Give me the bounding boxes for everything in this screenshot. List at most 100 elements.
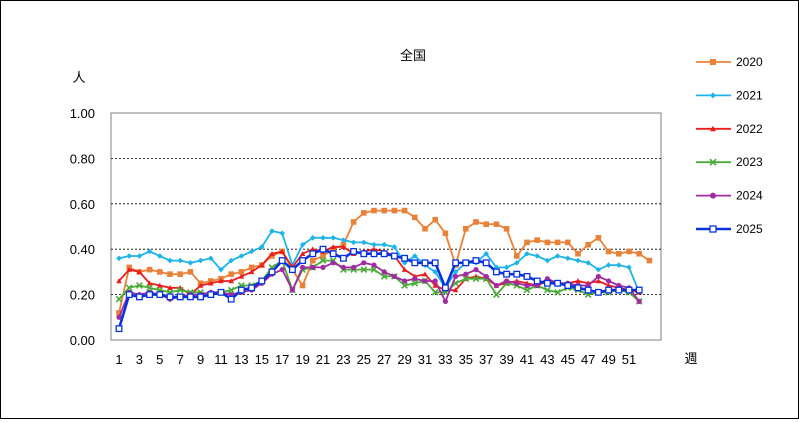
data-point xyxy=(442,298,448,305)
data-point xyxy=(228,278,234,284)
data-point xyxy=(391,207,398,214)
data-point xyxy=(177,257,183,264)
data-point xyxy=(523,272,531,280)
data-point xyxy=(575,257,581,264)
x-tick-label: 41 xyxy=(520,352,534,367)
data-point xyxy=(340,264,346,270)
data-point xyxy=(259,244,265,250)
data-point xyxy=(238,253,245,259)
data-point xyxy=(208,280,214,286)
data-point xyxy=(350,219,357,225)
data-point xyxy=(493,221,500,228)
data-point xyxy=(401,254,409,262)
data-point xyxy=(248,269,255,275)
legend-entry: 2022 xyxy=(696,122,763,136)
data-point xyxy=(452,269,459,275)
data-point xyxy=(554,279,562,287)
data-point xyxy=(390,252,398,260)
data-point xyxy=(514,260,520,266)
data-point xyxy=(269,253,275,259)
data-point xyxy=(380,250,388,258)
data-point xyxy=(402,278,408,284)
legend-label: 2024 xyxy=(736,189,763,203)
x-tick-label: 19 xyxy=(295,352,309,367)
legend-entry: 2021 xyxy=(696,88,763,102)
data-point xyxy=(248,284,256,292)
x-tick-label: 35 xyxy=(459,352,473,367)
data-point xyxy=(626,264,632,271)
data-point xyxy=(564,282,572,289)
data-point xyxy=(115,295,123,303)
data-point xyxy=(167,284,173,291)
data-point xyxy=(626,248,632,255)
data-point xyxy=(125,284,133,292)
data-point xyxy=(636,298,642,305)
data-point xyxy=(126,253,132,259)
data-point xyxy=(605,248,612,255)
legend-marker xyxy=(710,192,716,199)
data-point xyxy=(554,288,561,296)
data-point xyxy=(584,286,592,294)
x-tick-label: 9 xyxy=(197,352,204,367)
data-point xyxy=(207,291,215,299)
data-point xyxy=(595,235,602,241)
data-point xyxy=(503,225,510,232)
x-tick-labels: 1 3 5 7 9 11 13 15 17 19 21 23 25 27 29 31 33 35 37 39 41 43 4… xyxy=(115,352,636,367)
data-point xyxy=(310,257,316,264)
data-point xyxy=(360,250,368,258)
data-point xyxy=(565,255,571,262)
data-point xyxy=(636,250,642,257)
data-point xyxy=(176,293,184,301)
x-tick-label: 39 xyxy=(499,352,513,367)
data-point xyxy=(350,239,357,246)
y-tick-label: 1.00 xyxy=(70,106,95,121)
data-point xyxy=(605,282,612,288)
data-point xyxy=(360,266,368,273)
data-point xyxy=(534,237,540,243)
data-point xyxy=(493,264,500,271)
data-point xyxy=(523,286,531,294)
data-point xyxy=(116,255,122,262)
data-point xyxy=(136,269,143,275)
data-point xyxy=(186,293,194,301)
data-point xyxy=(441,284,449,292)
data-point xyxy=(615,286,623,294)
y-tick-label: 0.40 xyxy=(70,242,95,257)
x-tick-label: 27 xyxy=(377,352,391,367)
data-point xyxy=(381,269,387,275)
data-point xyxy=(616,250,622,257)
x-axis-label: 週 xyxy=(684,351,697,366)
data-point xyxy=(462,259,470,267)
data-point xyxy=(278,257,286,264)
legend-label: 2025 xyxy=(736,222,763,236)
data-point xyxy=(125,291,133,299)
x-tick-label: 37 xyxy=(479,352,493,367)
x-tick-label: 11 xyxy=(214,352,228,367)
legend-marker xyxy=(710,92,716,99)
data-point xyxy=(135,293,143,301)
data-point xyxy=(391,244,398,250)
data-point xyxy=(431,259,439,267)
data-point xyxy=(371,207,377,214)
data-point xyxy=(635,286,643,294)
data-point xyxy=(554,253,561,259)
legend-entry: 2023 xyxy=(696,155,763,169)
data-point xyxy=(473,219,479,225)
data-point xyxy=(432,282,438,288)
y-tick-label: 0.20 xyxy=(70,288,95,303)
data-point xyxy=(483,250,489,257)
legend-marker xyxy=(710,59,716,65)
data-point xyxy=(319,245,327,253)
data-point xyxy=(606,278,612,284)
data-point xyxy=(493,282,499,289)
data-point xyxy=(289,287,295,293)
x-tick-label: 25 xyxy=(357,352,371,367)
x-tick-label: 51 xyxy=(622,352,636,367)
data-point xyxy=(370,266,378,273)
plot-border xyxy=(110,112,662,341)
data-point xyxy=(401,266,408,272)
data-point xyxy=(401,207,408,214)
x-tick-label: 3 xyxy=(136,352,143,367)
data-point xyxy=(595,266,602,273)
